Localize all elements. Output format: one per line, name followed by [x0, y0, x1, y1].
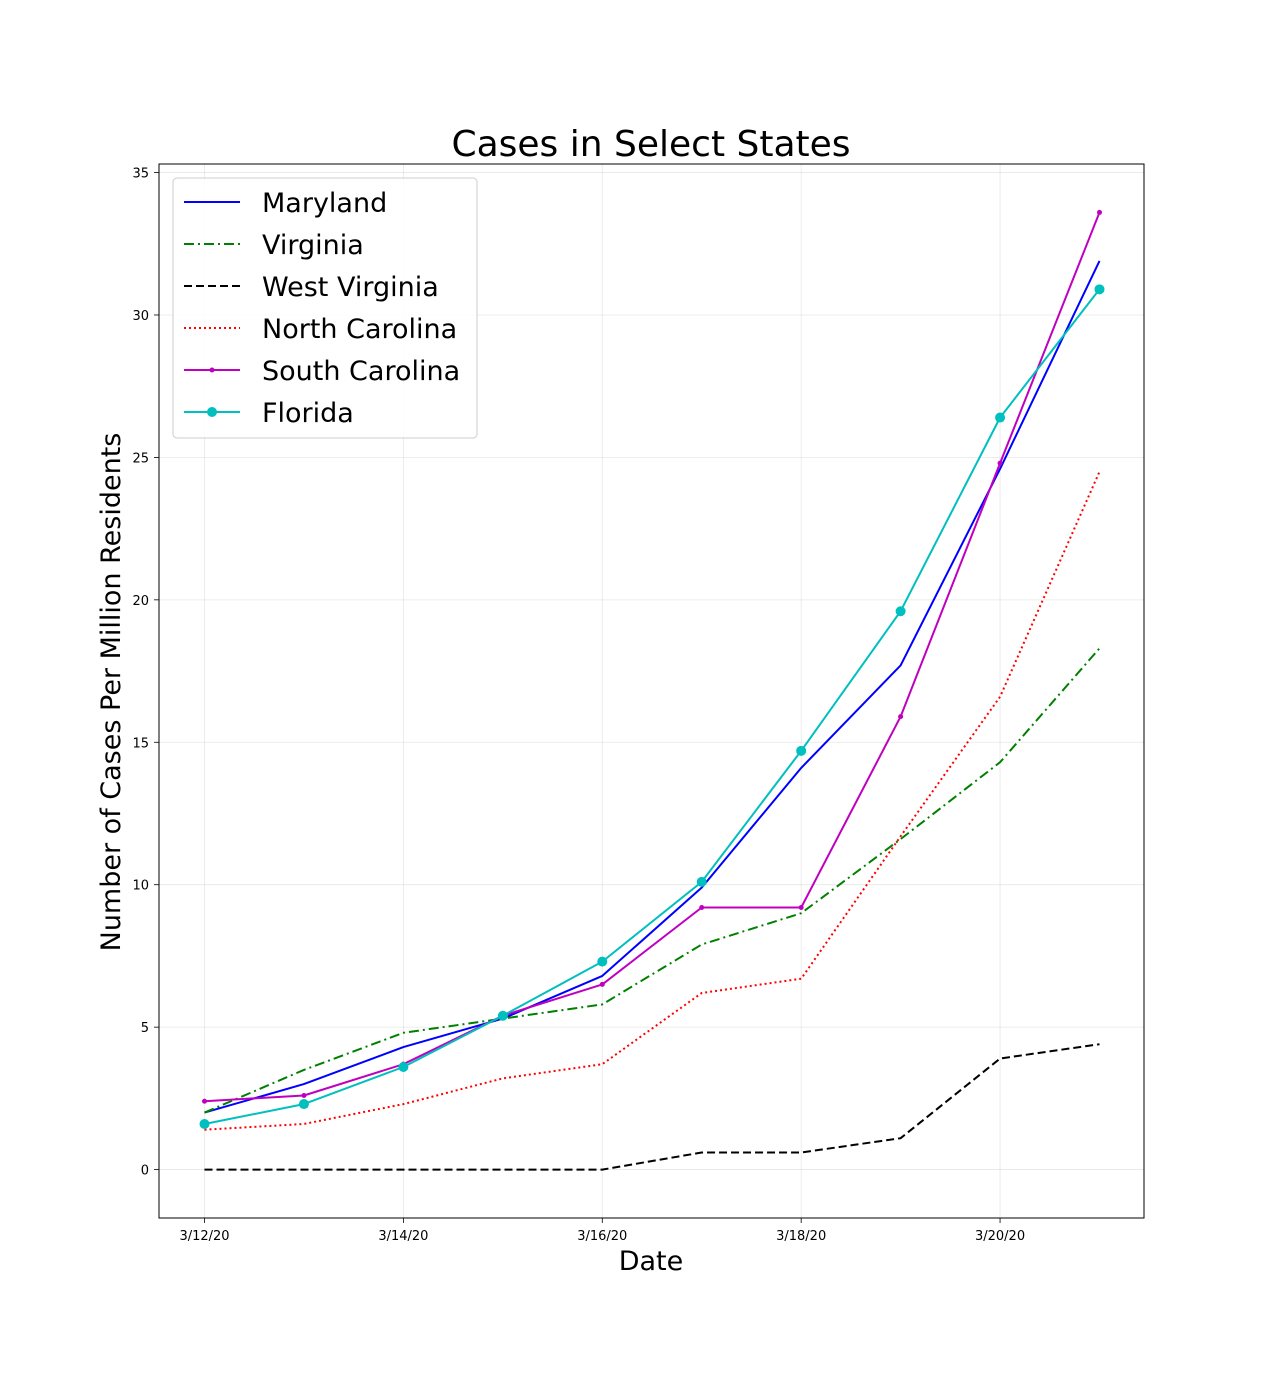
data-point-florida [298, 1099, 309, 1110]
y-tick-label: 10 [132, 879, 149, 894]
x-tick-label: 3/20/20 [975, 1229, 1025, 1244]
y-tick-label: 20 [132, 594, 149, 609]
y-axis-label: Number of Cases Per Million Residents [96, 433, 127, 952]
y-tick-label: 15 [132, 736, 149, 751]
data-point-florida [398, 1062, 409, 1073]
legend: Maryland Virginia West Virginia North Carol… [172, 177, 478, 439]
x-tick-label: 3/12/20 [179, 1229, 229, 1244]
data-point-south-carolina [202, 1098, 207, 1104]
chart-title: Cases in Select States [451, 124, 850, 165]
data-point-florida [597, 956, 608, 967]
series-line-florida [204, 288, 1101, 1125]
legend-label-south-carolina: South Carolina [262, 356, 460, 387]
data-point-south-carolina [699, 904, 705, 910]
data-point-florida [895, 606, 906, 617]
series-line-south-carolina [204, 212, 1101, 1103]
legend-box [172, 177, 478, 439]
y-tick-label: 5 [141, 1021, 149, 1036]
data-point-florida [796, 745, 807, 756]
axes: 3/12/20 3/14/20 3/16/20 3/18/20 3/20/20 0 5 10 1… [132, 167, 1025, 1244]
data-point-south-carolina [997, 460, 1003, 466]
data-point-florida [497, 1010, 508, 1021]
data-point-florida [1094, 284, 1105, 295]
legend-label-north-carolina: North Carolina [262, 314, 457, 345]
data-point-florida [696, 876, 707, 887]
data-point-south-carolina [599, 981, 605, 987]
y-tick-label: 30 [132, 309, 149, 324]
series-line-north-carolina [204, 471, 1101, 1131]
x-axis-label: Date [619, 1246, 684, 1277]
plot-frame [158, 163, 1145, 1219]
y-tick-label: 0 [141, 1164, 149, 1179]
data-point-south-carolina [898, 714, 904, 720]
x-tick-label: 3/16/20 [577, 1229, 627, 1244]
x-tick-label: 3/14/20 [378, 1229, 428, 1244]
series-lines [199, 209, 1105, 1171]
legend-label-west-virginia: West Virginia [262, 272, 439, 303]
data-point-florida [995, 412, 1006, 423]
data-point-south-carolina [798, 904, 804, 910]
legend-marker-south-carolina [209, 367, 215, 373]
data-point-south-carolina [301, 1093, 307, 1099]
legend-label-florida: Florida [262, 398, 354, 429]
y-tick-label: 35 [132, 167, 149, 182]
legend-label-virginia: Virginia [262, 230, 364, 261]
data-point-south-carolina [1097, 209, 1102, 215]
y-tick-label: 25 [132, 451, 149, 466]
series-line-west-virginia [204, 1043, 1100, 1171]
data-point-florida [199, 1118, 210, 1129]
x-tick-label: 3/18/20 [776, 1229, 826, 1244]
legend-label-maryland: Maryland [262, 188, 387, 219]
legend-marker-florida [207, 407, 217, 417]
series-line-virginia [204, 647, 1101, 1114]
series-line-maryland [204, 260, 1101, 1114]
